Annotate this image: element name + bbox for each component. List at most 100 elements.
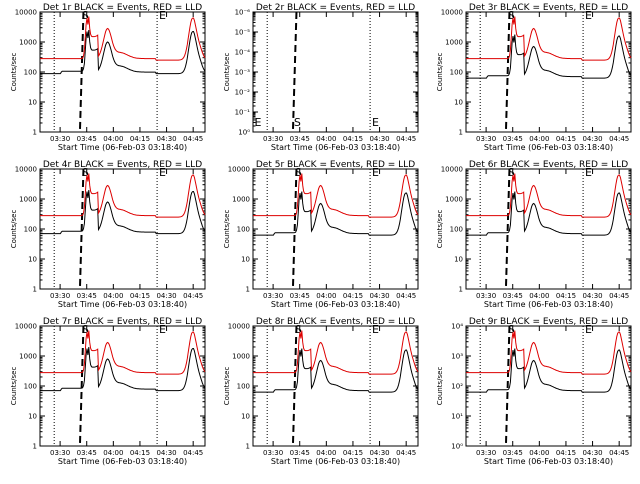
x-tick-label: 03:45 <box>503 135 523 143</box>
panel-det-2: Det 2r BLACK = Events, RED = LLD 10⁰ 10⁻¹ 1… <box>223 3 419 152</box>
lld-series-line <box>40 330 206 375</box>
x-tick-label: 04:15 <box>130 449 150 457</box>
events-series-line <box>40 189 206 235</box>
x-tick-label: 03:30 <box>50 292 70 300</box>
x-tick-label: 04:15 <box>556 292 576 300</box>
x-tick-label: 03:30 <box>50 449 70 457</box>
x-axis-label: Start Time (06-Feb-03 03:18:40) <box>58 300 187 309</box>
y-tick-label: 100 <box>24 69 37 77</box>
panel-det-1: Det 1r BLACK = Events, RED = LLD 1 10 100 10… <box>10 3 206 152</box>
lld-series-line <box>253 173 419 218</box>
y-tick-label: 10⁴ <box>451 323 463 331</box>
x-tick-label: 04:45 <box>183 135 203 143</box>
x-tick-label: 03:30 <box>50 135 70 143</box>
x-axis-label: Start Time (06-Feb-03 03:18:40) <box>484 300 613 309</box>
y-tick-label: 10 <box>241 413 250 421</box>
x-tick-label: 04:00 <box>529 135 549 143</box>
x-tick-label: 03:45 <box>290 449 310 457</box>
e-label: E <box>159 166 166 179</box>
y-tick-label: 10 <box>454 99 463 107</box>
y-tick-label: 1 <box>33 286 37 294</box>
y-tick-label: 10⁻⁴ <box>235 49 251 57</box>
x-tick-label: 03:30 <box>476 135 496 143</box>
y-tick-label: 1000 <box>19 353 37 361</box>
y-tick-label: 1 <box>246 286 250 294</box>
s-label: S <box>508 9 515 22</box>
panel-title: Det 8r BLACK = Events, RED = LLD <box>256 317 415 327</box>
y-axis-label: Counts/sec <box>436 210 444 249</box>
panel-det-8: Det 8r BLACK = Events, RED = LLD 1 10 100 10… <box>223 317 419 466</box>
y-tick-label: 1000 <box>232 196 250 204</box>
s-label: S <box>508 166 515 179</box>
s-label: S <box>294 116 301 129</box>
x-tick-label: 04:30 <box>156 449 176 457</box>
y-tick-label: 100 <box>450 69 463 77</box>
s-label: S <box>82 323 89 336</box>
y-tick-label: 10000 <box>228 166 250 174</box>
y-tick-label: 1000 <box>232 353 250 361</box>
y-tick-label: 10 <box>28 413 37 421</box>
panel-title: Det 5r BLACK = Events, RED = LLD <box>256 160 415 170</box>
x-tick-label: 04:45 <box>609 449 629 457</box>
e-label: E <box>585 166 592 179</box>
panel-det-5: Det 5r BLACK = Events, RED = LLD 1 10 100 10… <box>223 160 419 309</box>
y-tick-label: 10 <box>28 256 37 264</box>
x-axis-label: Start Time (06-Feb-03 03:18:40) <box>271 300 400 309</box>
dashed-marker <box>78 168 85 290</box>
x-tick-label: 04:00 <box>103 135 123 143</box>
x-tick-label: 04:30 <box>369 292 389 300</box>
x-tick-label: 04:15 <box>556 135 576 143</box>
lld-series-line <box>40 173 206 218</box>
x-tick-label: 04:15 <box>343 135 363 143</box>
y-tick-label: 10 <box>454 256 463 264</box>
dashed-marker <box>504 325 511 447</box>
x-tick-label: 04:15 <box>343 292 363 300</box>
x-tick-label: 04:00 <box>529 292 549 300</box>
panel-title: Det 2r BLACK = Events, RED = LLD <box>256 3 415 13</box>
x-tick-label: 04:30 <box>582 449 602 457</box>
e-label: E <box>372 116 379 129</box>
x-axis-label: Start Time (06-Feb-03 03:18:40) <box>484 457 613 466</box>
dashed-marker <box>78 325 85 447</box>
y-tick-label: 10⁻¹ <box>235 109 251 117</box>
x-tick-label: 04:00 <box>316 135 336 143</box>
panel-det-7: Det 7r BLACK = Events, RED = LLD 1 10 100 10… <box>10 317 206 466</box>
y-tick-label: 10 <box>28 99 37 107</box>
plot-frame <box>39 11 206 133</box>
y-tick-label: 10¹ <box>451 413 463 421</box>
s-label: S <box>295 166 302 179</box>
x-tick-label: 04:45 <box>183 449 203 457</box>
x-axis-label: Start Time (06-Feb-03 03:18:40) <box>58 143 187 152</box>
y-tick-label: 10000 <box>441 9 463 17</box>
lld-series-line <box>40 16 206 61</box>
y-tick-label: 10⁰ <box>451 443 463 451</box>
x-axis-label: Start Time (06-Feb-03 03:18:40) <box>58 457 187 466</box>
lld-series-line <box>253 330 419 375</box>
dashed-marker <box>291 11 298 133</box>
plot-frame <box>252 168 419 290</box>
x-tick-label: 04:00 <box>103 449 123 457</box>
y-tick-label: 1000 <box>445 39 463 47</box>
x-tick-label: 03:45 <box>290 135 310 143</box>
events-series-line <box>40 346 206 392</box>
s-label: S <box>82 166 89 179</box>
events-series-line <box>253 191 419 236</box>
panel-title: Det 3r BLACK = Events, RED = LLD <box>469 3 628 13</box>
y-tick-label: 10000 <box>441 166 463 174</box>
x-tick-label: 04:00 <box>103 292 123 300</box>
x-tick-label: 04:30 <box>156 135 176 143</box>
s-label: S <box>508 323 515 336</box>
y-axis-label: Counts/sec <box>436 367 444 406</box>
x-axis-label: Start Time (06-Feb-03 03:18:40) <box>271 143 400 152</box>
x-tick-label: 03:30 <box>476 292 496 300</box>
events-series-line <box>466 34 632 79</box>
x-tick-label: 03:45 <box>77 449 97 457</box>
x-tick-label: 04:00 <box>316 449 336 457</box>
events-series-line <box>253 348 419 393</box>
y-axis-label: Counts/sec <box>436 53 444 92</box>
x-tick-label: 04:30 <box>156 292 176 300</box>
x-tick-label: 04:15 <box>130 135 150 143</box>
x-tick-label: 04:15 <box>130 292 150 300</box>
